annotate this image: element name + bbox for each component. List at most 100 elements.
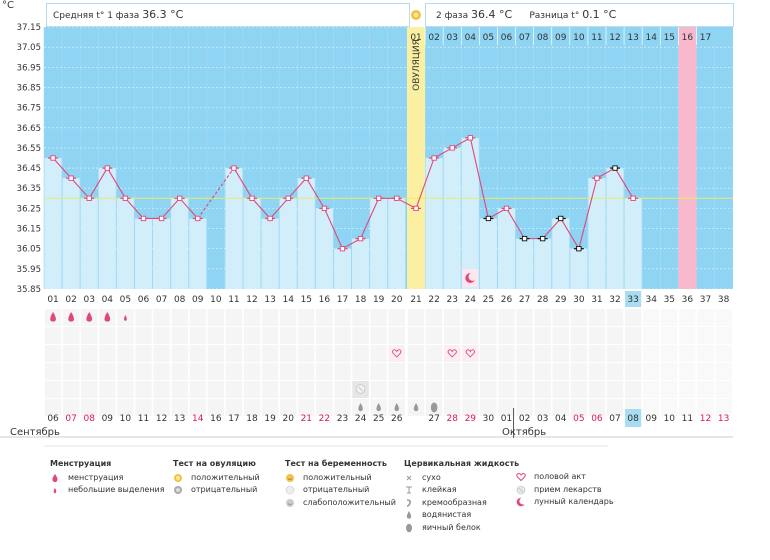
symbol-cell bbox=[298, 345, 315, 362]
symbol-cell bbox=[642, 345, 660, 362]
symbol-cell bbox=[697, 327, 714, 344]
temp-segment bbox=[614, 167, 634, 199]
symbol-cell bbox=[407, 363, 425, 380]
temp-segment bbox=[488, 207, 507, 219]
symbol-cell bbox=[388, 327, 405, 344]
symbol-cell bbox=[135, 363, 152, 380]
prev-cycle-day: 14 bbox=[645, 33, 657, 43]
symbol-cell bbox=[44, 345, 62, 362]
symbol-cell bbox=[606, 327, 624, 344]
temp-point bbox=[521, 235, 528, 242]
symbol-cell bbox=[298, 363, 315, 380]
month-right: Октябрь bbox=[502, 427, 547, 438]
symbol-cell bbox=[425, 345, 443, 362]
legend-item: прием лекарств bbox=[534, 484, 602, 494]
legend-item: отрицательный bbox=[303, 485, 370, 494]
symbol-cell bbox=[715, 363, 732, 380]
symbol-cell bbox=[715, 399, 732, 416]
temp-segment bbox=[542, 218, 562, 239]
symbol-cell bbox=[697, 363, 714, 380]
symbol-cell bbox=[117, 381, 134, 398]
symbol-cell bbox=[552, 345, 570, 362]
symbol-cell bbox=[642, 363, 660, 380]
symbol-cell bbox=[316, 381, 333, 398]
calendar-date: 19 bbox=[264, 414, 276, 424]
symbol-cell bbox=[679, 327, 696, 344]
y-tick-label: 36.35 bbox=[17, 184, 41, 194]
symbol-cell bbox=[606, 381, 624, 398]
symbol-cell bbox=[279, 399, 297, 416]
cycle-day-label: 05 bbox=[120, 295, 131, 305]
temp-bar bbox=[297, 178, 315, 289]
symbol-cell bbox=[552, 381, 570, 398]
symbol-cell bbox=[243, 363, 261, 380]
symbol-cell bbox=[80, 345, 98, 362]
calendar-date: 08 bbox=[83, 414, 95, 424]
cycle-day-label: 09 bbox=[192, 295, 204, 305]
symbol-cell bbox=[44, 381, 62, 398]
symbol-cell bbox=[316, 309, 333, 326]
cycle-day-label: 20 bbox=[391, 295, 403, 305]
pink-day-column bbox=[678, 27, 697, 289]
temp-segment bbox=[233, 167, 253, 199]
symbol-cell bbox=[80, 381, 98, 398]
temp-point bbox=[303, 175, 309, 181]
ovulation-label: ОВУЛЯЦИЯ bbox=[412, 39, 422, 91]
symbol-cell bbox=[661, 363, 678, 380]
temp-segment bbox=[305, 177, 325, 209]
symbol-cell bbox=[153, 327, 170, 344]
symbol-cell bbox=[225, 399, 243, 416]
y-tick-label: 36.95 bbox=[17, 63, 41, 73]
symbol-cell bbox=[352, 363, 369, 380]
symbol-cell bbox=[443, 327, 461, 344]
symbol-cell bbox=[243, 345, 261, 362]
temp-bar bbox=[570, 248, 588, 289]
prev-cycle-day: 06 bbox=[501, 33, 513, 43]
symbol-cell bbox=[388, 309, 405, 326]
temp-bar bbox=[497, 208, 516, 289]
temp-bar bbox=[171, 198, 189, 289]
sun-icon bbox=[173, 473, 185, 483]
cycle-day-label: 18 bbox=[355, 295, 367, 305]
symbol-cell bbox=[552, 309, 570, 326]
watery-icon bbox=[376, 403, 381, 412]
legend-title: Цервикальная жидкость bbox=[404, 459, 520, 468]
calendar-date: 23 bbox=[337, 414, 348, 424]
symbol-cell bbox=[62, 363, 80, 380]
temp-bar bbox=[552, 218, 570, 289]
temp-segment bbox=[578, 178, 598, 249]
symbol-cell bbox=[570, 381, 588, 398]
symbol-cell bbox=[661, 345, 678, 362]
symbol-cell bbox=[44, 399, 62, 416]
symbol-cell bbox=[153, 381, 170, 398]
heart-icon bbox=[465, 349, 475, 358]
temp-point bbox=[576, 246, 582, 252]
symbol-cell bbox=[189, 309, 207, 326]
temp-segment bbox=[360, 198, 380, 239]
temp-point bbox=[594, 175, 600, 181]
cycle-day-label: 14 bbox=[282, 295, 294, 305]
cycle-day-label: 12 bbox=[246, 295, 257, 305]
symbol-cell bbox=[225, 363, 243, 380]
temp-bar bbox=[261, 218, 279, 289]
temp-segment bbox=[342, 238, 361, 250]
symbol-cell bbox=[697, 345, 714, 362]
month-left: Сентябрь bbox=[10, 427, 60, 438]
symbol-cell bbox=[407, 327, 425, 344]
legend-ovulation-test: Тест на овуляцию положительный отрицател… bbox=[173, 458, 260, 497]
temp-segment bbox=[415, 157, 435, 209]
y-tick-label: 36.25 bbox=[17, 204, 41, 214]
symbol-cell bbox=[117, 363, 134, 380]
sun-icon-center bbox=[413, 12, 419, 18]
cycle-day-label: 35 bbox=[664, 295, 675, 305]
symbol-cell bbox=[624, 345, 642, 362]
legend-title: Тест на беременность bbox=[285, 459, 387, 468]
prev-cycle-day: 12 bbox=[609, 33, 620, 43]
symbol-cell bbox=[570, 327, 588, 344]
calendar-date: 09 bbox=[645, 414, 657, 424]
cross-icon bbox=[404, 473, 416, 483]
symbol-cell bbox=[552, 327, 570, 344]
heart-icon bbox=[392, 349, 402, 358]
temp-point bbox=[195, 215, 201, 222]
temp-segment bbox=[433, 147, 453, 159]
